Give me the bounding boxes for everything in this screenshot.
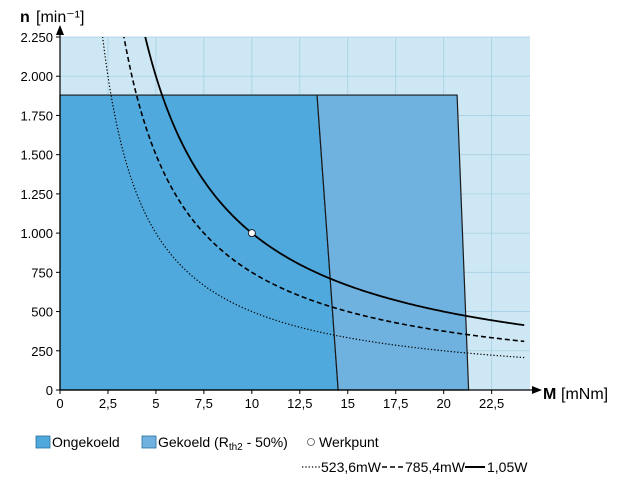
x-axis-title: M bbox=[543, 386, 556, 403]
y-axis-arrow-icon bbox=[56, 25, 64, 35]
legend-swatch-ongekoeld bbox=[35, 435, 51, 449]
y-tick-label: 1.750 bbox=[20, 108, 53, 123]
curve-dashed bbox=[123, 37, 525, 343]
x-axis-arrow-icon bbox=[532, 386, 542, 394]
y-tick-label: 250 bbox=[31, 344, 53, 359]
x-tick-label: 17,5 bbox=[383, 396, 408, 411]
y-tick-label: 2.250 bbox=[20, 30, 53, 45]
x-axis-unit: [mNm] bbox=[561, 386, 608, 403]
x-tick-label: 2,5 bbox=[99, 396, 117, 411]
y-tick-label: 1.250 bbox=[20, 187, 53, 202]
y-tick-label: 1.500 bbox=[20, 148, 53, 163]
legend-label-105w: 1,05W bbox=[487, 459, 528, 475]
x-tick-label: 0 bbox=[56, 396, 63, 411]
legend-werkpunt-marker bbox=[307, 438, 315, 446]
legend-label-ongekoeld: Ongekoeld bbox=[52, 434, 120, 450]
x-tick-label: 10 bbox=[245, 396, 259, 411]
area-gekoeld bbox=[316, 94, 470, 391]
y-tick-label: 750 bbox=[31, 265, 53, 280]
y-tick-label: 500 bbox=[31, 305, 53, 320]
y-axis-unit: [min⁻¹] bbox=[36, 9, 84, 26]
x-tick-label: 7,5 bbox=[195, 396, 213, 411]
legend-label-gekoeld: Gekoeld (Rth2 - 50%) bbox=[158, 434, 288, 453]
legend-swatch-gekoeld bbox=[141, 435, 157, 449]
legend-label-523mw: 523,6mW bbox=[321, 459, 382, 475]
y-axis-title: n bbox=[20, 9, 30, 26]
legend-label-785mw: 785,4mW bbox=[405, 459, 466, 475]
x-tick-label: 5 bbox=[152, 396, 159, 411]
werkpunt-marker bbox=[247, 229, 256, 238]
y-tick-label: 2.000 bbox=[20, 69, 53, 84]
x-tick-label: 12,5 bbox=[287, 396, 312, 411]
y-tick-label: 0 bbox=[46, 383, 53, 398]
x-tick-label: 20 bbox=[436, 396, 450, 411]
area-ongekoeld bbox=[59, 94, 339, 391]
y-tick-label: 1.000 bbox=[20, 226, 53, 241]
legend-label-werkpunt: Werkpunt bbox=[319, 434, 379, 450]
x-tick-label: 22,5 bbox=[479, 396, 504, 411]
x-tick-label: 15 bbox=[341, 396, 355, 411]
curve-solid bbox=[144, 37, 525, 327]
